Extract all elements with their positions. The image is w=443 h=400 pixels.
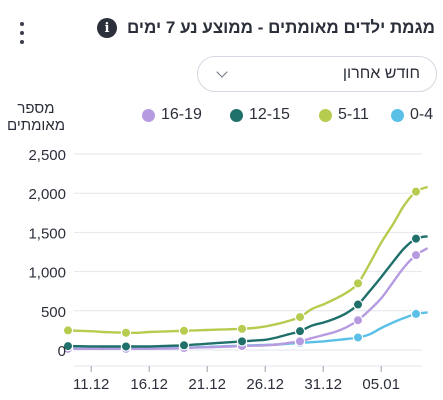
data-point-16-19: [294, 336, 306, 347]
y-tick-label: 1,000: [28, 265, 66, 282]
data-point-12-15: [120, 341, 132, 352]
data-point-0-4: [352, 332, 364, 343]
data-point-5-11: [410, 186, 422, 197]
kebab-dot: [20, 40, 24, 44]
legend-label-16-19: 16-19: [161, 106, 202, 123]
data-point-5-11: [352, 278, 364, 289]
kebab-dot: [20, 31, 24, 35]
x-tick-label: 31.12: [304, 376, 342, 393]
data-point-5-11: [178, 325, 190, 336]
y-tick-label: 500: [41, 304, 66, 321]
y-tick-label: 2,500: [28, 147, 66, 164]
data-point-12-15: [178, 340, 190, 351]
x-tick-label: 11.12: [73, 376, 109, 393]
kebab-menu-icon[interactable]: [18, 22, 26, 44]
data-point-5-11: [120, 327, 132, 338]
period-dropdown[interactable]: חודש אחרון: [197, 56, 437, 92]
data-point-12-15: [294, 325, 306, 337]
data-point-5-11: [236, 323, 248, 335]
data-point-12-15: [410, 233, 422, 244]
x-tick-label: 26.12: [246, 376, 284, 393]
data-point-16-19: [352, 315, 364, 326]
legend-dot-12-15: [230, 108, 243, 122]
y-tick-label: 2,000: [28, 186, 66, 203]
x-tick-label: 05.01: [362, 376, 400, 393]
info-icon[interactable]: i: [97, 18, 117, 38]
y-tick-label: 0: [58, 343, 66, 360]
data-point-5-11: [294, 311, 306, 323]
y-tick-label: 1,500: [28, 225, 66, 242]
data-point-12-15: [352, 299, 364, 310]
legend-label-5-11: 5-11: [338, 106, 369, 123]
data-point-0-4: [410, 308, 422, 320]
legend-label-0-4: 0-4: [410, 106, 434, 123]
data-point-12-15: [62, 340, 74, 352]
y-axis-label: מספר מאומתים: [6, 100, 66, 134]
data-point-12-15: [236, 336, 248, 347]
legend-item-5-11[interactable]: 5-11: [319, 106, 369, 124]
period-dropdown-value: חודש אחרון: [342, 65, 420, 82]
chart-title: מגמת ילדים מאומתים - ממוצע נע 7 ימים: [127, 18, 435, 37]
legend-dot-0-4: [391, 108, 404, 122]
kebab-dot: [20, 22, 24, 26]
legend-label-12-15: 12-15: [249, 106, 290, 123]
data-point-5-11: [62, 325, 74, 336]
x-tick-label: 21.12: [188, 376, 226, 393]
data-point-16-19: [410, 249, 422, 261]
legend-dot-5-11: [319, 108, 332, 122]
x-tick-label: 16.12: [130, 376, 168, 393]
legend-dot-16-19: [142, 108, 155, 122]
legend-item-16-19[interactable]: 16-19: [142, 106, 202, 124]
legend-item-0-4[interactable]: 0-4: [391, 106, 433, 124]
header: מגמת ילדים מאומתים - ממוצע נע 7 ימים i: [97, 14, 435, 42]
legend-item-12-15[interactable]: 12-15: [230, 106, 290, 124]
